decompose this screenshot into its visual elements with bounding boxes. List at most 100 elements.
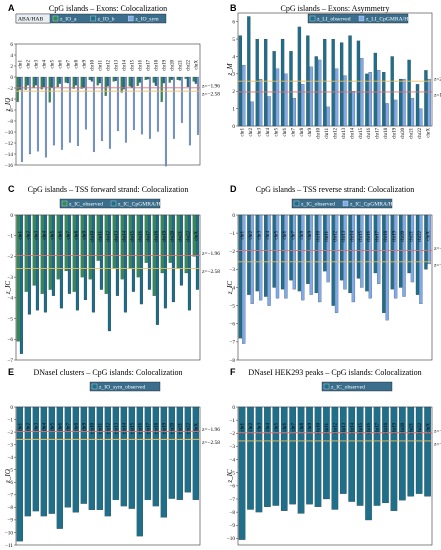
y-tick-label: −3 [229,444,235,450]
bar-b-chr5-s1 [275,68,280,127]
bar-a-chr11-s2 [100,76,103,141]
category-label: chr16 [139,422,144,434]
y-tick-label: −16 [5,163,14,169]
legend: z_IC_observed [321,381,393,392]
bar-b-chr13-s1 [343,75,347,127]
bar-a-chr11-s1 [98,76,101,84]
ref-line-label: z=−2.58 [434,262,441,268]
bar-c-chr12-s1 [107,214,112,332]
bar-f-chr20-s0 [399,406,406,501]
category-label: chr17 [376,230,381,242]
bar-f-chr2-s0 [247,406,254,510]
category-label: chr2 [249,230,254,239]
bar-b-chr16-s0 [365,73,369,127]
category-label: chr20 [401,422,406,434]
y-tick-label: −8 [7,505,13,511]
category-label: chr4 [43,59,48,68]
bar-b-chr19-s0 [390,56,394,127]
category-label: chr10 [317,230,322,242]
category-label: chr15 [131,230,136,242]
ref-line-label: z=−1.96 [434,246,441,252]
bar-c-chr7-s0 [64,214,68,272]
bar-b-chr11-s1 [326,106,330,127]
category-label: chr18 [384,127,389,139]
y-tick-label: −7 [7,493,13,499]
legend-entry: z_IO_sym_observed [99,385,145,391]
legend-swatch [91,383,98,390]
bar-f-chr10-s0 [314,406,322,507]
panel-d: D CpG islands – TSS reverse strand: Coloc… [226,184,441,364]
category-label: chr13 [342,127,347,139]
bar-a-chr8-s2 [76,76,79,146]
bar-c-chr12-s0 [104,214,108,294]
category-label: chr14 [123,59,128,71]
legend-entry: z_IC_CpGMRA/HG [350,202,397,208]
category-label: chrX [195,230,200,240]
category-label: chr22 [418,127,423,139]
bar-b-chr2-s0 [247,16,251,127]
bar-b-chr8-s1 [301,84,305,127]
legend-swatch [61,200,68,207]
y-axis-label: z_M [226,62,234,76]
bar-e-chr19-s0 [160,406,168,518]
category-label: chr11 [325,230,330,241]
category-label: chr21 [409,422,414,434]
bar-a-chr22-s1 [186,76,189,87]
bar-a-chr16-s0 [136,76,139,86]
bar-a-chr12-s0 [104,76,107,96]
bar-f-chr22-s0 [415,406,423,494]
legend-swatch [309,15,316,22]
y-tick-label: −1 [229,231,235,237]
bar-c-chr3-s1 [35,214,40,311]
bar-b-chr17-s0 [373,52,377,127]
bar-d-chr16-s1 [368,214,372,299]
bar-b-chr21-s1 [410,98,415,127]
y-tick-label: −6 [229,322,235,328]
bar-c-chr19-s0 [160,214,164,274]
category-label: chr3 [35,59,40,68]
category-label: chr2 [27,422,32,431]
category-label: chr19 [163,59,168,71]
bar-b-chr3-s0 [255,38,259,127]
bar-a-chr9-s2 [84,76,87,130]
y-tick-label: −4 [7,97,13,103]
category-label: chr4 [43,230,48,239]
category-label: chr16 [367,422,372,434]
bar-c-chr10-s0 [88,214,92,280]
legend-swatch [323,383,330,390]
legend-swatch [358,15,365,22]
bar-d-chr16-s0 [365,214,369,292]
plot-frame [15,43,201,166]
bar-d-chr18-s0 [382,214,386,313]
bar-a-chr10-s0 [88,76,91,80]
bar-d-chr10-s0 [314,214,318,294]
panel-title: CpG islands – TSS reverse strand: Coloca… [256,185,415,194]
bar-d-chr17-s1 [377,214,381,284]
bar-a-chr22-s2 [188,76,191,146]
y-tick-label: −2 [7,254,13,260]
y-axis-label: z_IO [4,98,12,113]
y-tick-label: −12 [5,141,14,147]
bar-d-chr2-s0 [247,214,251,295]
category-label: chr4 [266,422,271,431]
bar-a-chr18-s1 [154,76,157,86]
category-label: chr6 [283,127,288,136]
bar-d-chr5-s0 [272,214,276,288]
bar-b-chr14-s1 [351,91,356,127]
category-label: chr14 [350,127,355,139]
legend: z_LI_observed z_LI_CpGMRA/HG [307,13,412,24]
panel-label: F [230,367,236,377]
bar-a-chr14-s0 [120,76,123,93]
bar-b-chr6-s1 [284,73,288,127]
bar-b-chr19-s1 [393,99,398,127]
bar-a-chr15-s2 [132,76,135,130]
y-tick-label: 3 [232,72,235,78]
bar-b-chr4-s1 [267,96,271,127]
panel-title: DNaseI HEK293 peaks – CpG islands: Coloc… [248,368,421,377]
bar-e-chr6-s0 [56,406,63,529]
ref-line-label: z=−1.96 [202,83,220,89]
bar-a-chr20-s2 [172,76,175,139]
bar-d-chr18-s1 [385,214,389,321]
bar-e-chr5-s0 [48,406,55,514]
y-tick-label: 0 [10,213,13,219]
